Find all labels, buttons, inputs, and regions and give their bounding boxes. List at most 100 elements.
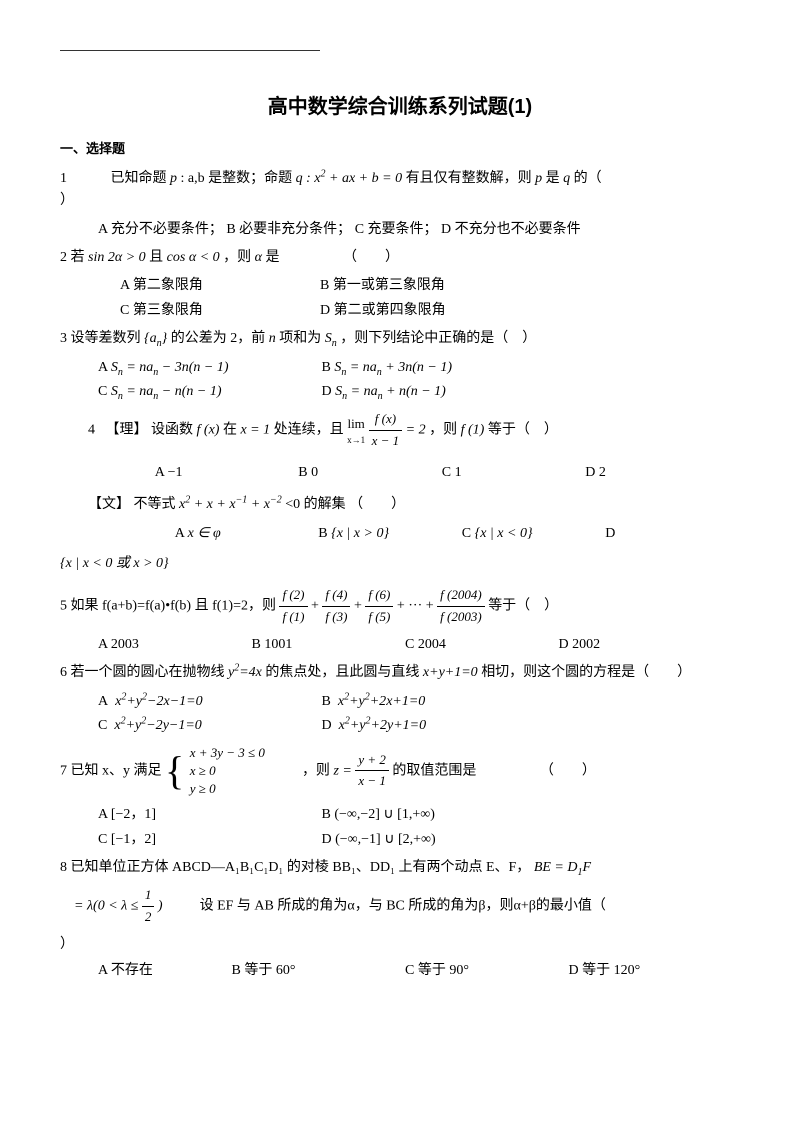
q2-t3: ，则 (223, 250, 251, 265)
q3-seq: {an} (144, 331, 167, 346)
q6-t1: 若一个圆的圆心在抛物线 (71, 665, 229, 680)
q5-optB: B 1001 (252, 634, 402, 656)
question-4: 4 【理】 设函数 f (x) 在 x = 1 处连续，且 limx→1 f (… (88, 409, 740, 452)
q8-optD: D 等于 120° (569, 960, 641, 982)
q4-options: A −1 B 0 C 1 D 2 (60, 462, 740, 484)
q2-optC: C 第三象限角 (120, 300, 320, 322)
q7-optA: A [−2，1] (98, 804, 318, 826)
page-title: 高中数学综合训练系列试题(1) (60, 91, 740, 123)
question-1: 1 已知命题 p : a,b 是整数；命题 q : x2 + ax + b = … (60, 168, 740, 213)
q4-wen-optD-line: {x | x < 0 或 x > 0} (60, 553, 740, 575)
q4-x1: x = 1 (240, 423, 270, 438)
q6-t3: 相切，则这个圆的方程是（ ） (481, 665, 691, 680)
section-1-heading: 一、选择题 (60, 139, 740, 160)
q3-t3: 项和为 (279, 331, 321, 346)
q3-Dl: D (322, 384, 336, 399)
q3-A: Sn = nan − 3n(n − 1) (111, 360, 229, 375)
question-8: 8 已知单位正方体 ABCD—A₁B₁C₁D₁ 的对棱 BB₁、DD₁ 上有两个… (60, 857, 740, 879)
q4-lim: limx→1 (347, 414, 365, 447)
q8-close-line: ） (60, 934, 740, 956)
q5-f4: f (2004)f (2003) (437, 585, 485, 628)
q1-t3: 有且仅有整数解，则 (406, 171, 532, 186)
q1-optC: C 充要条件； (355, 222, 438, 237)
q8-lam: = λ(0 < λ ≤ (74, 899, 142, 914)
q8-t2: 设 EF 与 AB 所成的角为α，与 BC 所成的角为β，则α+β的最小值（ (200, 899, 606, 914)
q1-t4: 是 (546, 171, 560, 186)
q1-close: ） (60, 193, 74, 208)
q4w-C: {x | x < 0} (475, 526, 533, 541)
q4w-D: {x | x < 0 或 x > 0} (60, 556, 169, 571)
q4-t1: 设函数 (151, 423, 193, 438)
q3-B: Sn = nan + 3n(n − 1) (334, 360, 452, 375)
q7-system: x + 3y − 3 ≤ 0 x ≥ 0 y ≥ 0 (190, 744, 265, 799)
q6-num: 6 (60, 665, 67, 680)
q4-optC: C 1 (442, 462, 582, 484)
q3-Al: A (98, 360, 111, 375)
q4w-Cl: C (462, 526, 475, 541)
q6-Al: A (98, 694, 115, 709)
q1-p: p (170, 171, 177, 186)
q2-t1: 若 (71, 250, 85, 265)
q5-p1: + (311, 599, 319, 614)
question-6: 6 若一个圆的圆心在抛物线 y2=4x 的焦点处，且此圆与直线 x+y+1=0 … (60, 662, 740, 684)
q8-optB: B 等于 60° (232, 960, 402, 982)
q6-t2: 的焦点处，且此圆与直线 (265, 665, 423, 680)
q3-num: 3 (60, 331, 67, 346)
q2-e3: α (255, 250, 262, 265)
q1-t2: : a,b 是整数；命题 (181, 171, 293, 186)
q6-D: x2+y2+2y+1=0 (339, 718, 426, 733)
q6-C: x2+y2−2y−1=0 (114, 718, 201, 733)
q2-optD: D 第二或第四象限角 (320, 303, 446, 318)
question-5: 5 如果 f(a+b)=f(a)•f(b) 且 f(1)=2，则 f (2)f … (60, 585, 740, 628)
q2-t2: 且 (149, 250, 163, 265)
q4-tag-li: 【理】 (106, 423, 148, 438)
q5-optA: A 2003 (98, 634, 248, 656)
q3-S: Sn (325, 331, 337, 346)
q2-num: 2 (60, 250, 67, 265)
question-8-line2: = λ(0 < λ ≤ 12 ) 设 EF 与 AB 所成的角为α，与 BC 所… (74, 885, 740, 928)
q8-lamclose: ) (158, 899, 163, 914)
q5-f1: f (2)f (1) (279, 585, 307, 628)
q1-t1: 已知命题 (111, 171, 167, 186)
q4-f1: f (1) (461, 423, 485, 438)
q4-t3: 处连续，且 (274, 423, 344, 438)
q5-optD: D 2002 (559, 634, 601, 656)
q4-optD: D 2 (585, 462, 645, 484)
q7-t3: 的取值范围是 (392, 763, 476, 778)
q4-wen-t1: 不等式 (134, 497, 176, 512)
q5-optC: C 2004 (405, 634, 555, 656)
q7-t2: ，则 (302, 763, 330, 778)
q1-t5: 的（ (574, 171, 602, 186)
q4w-A: x ∈ φ (188, 526, 221, 541)
q4-t2: 在 (223, 423, 237, 438)
q8-half: 12 (142, 885, 155, 928)
q5-t1: 如果 f(a+b)=f(a)•f(b) 且 f(1)=2，则 (71, 599, 276, 614)
q5-tail: 等于（ ） (488, 599, 558, 614)
question-4-wen: 【文】 不等式 x2 + x + x−1 + x−2 <0 的解集 （ ） (88, 494, 740, 516)
q6-Bl: B (322, 694, 338, 709)
q5-dots: + ··· + (397, 599, 434, 614)
q1-p2: p (535, 171, 546, 186)
q2-paren: （ ） (343, 250, 399, 265)
q3-t4: ，则下列结论中正确的是（ ） (340, 331, 536, 346)
q3-C: Sn = nan − n(n − 1) (111, 384, 222, 399)
question-7: 7 已知 x、y 满足 { x + 3y − 3 ≤ 0 x ≥ 0 y ≥ 0… (60, 744, 740, 799)
q1-q: q : x2 + ax + b = 0 (296, 171, 402, 186)
q7-optB: B (−∞,−2] ∪ [1,+∞) (322, 807, 435, 822)
q6-options: A x2+y2−2x−1=0 B x2+y2+2x+1=0 C x2+y2−2y… (98, 691, 740, 738)
q8-num: 8 (60, 860, 67, 875)
left-brace-icon: { (165, 746, 184, 796)
q6-A: x2+y2−2x−1=0 (115, 694, 202, 709)
q1-q2: q (563, 171, 574, 186)
q4-wen-expr: x2 + x + x−1 + x−2 (179, 497, 282, 512)
q4-num: 4 (88, 423, 95, 438)
q5-options: A 2003 B 1001 C 2004 D 2002 (98, 634, 740, 656)
q3-D: Sn = nan + n(n − 1) (335, 384, 446, 399)
q2-optB: B 第一或第三象限角 (320, 278, 445, 293)
q4-eq2: = 2 (406, 423, 426, 438)
q4-optA: A −1 (155, 462, 295, 484)
q6-line: x+y+1=0 (423, 665, 478, 680)
q6-B: x2+y2+2x+1=0 (338, 694, 425, 709)
q7-optC: C [−1，2] (98, 829, 318, 851)
q7-t1: 已知 x、y 满足 (71, 763, 162, 778)
